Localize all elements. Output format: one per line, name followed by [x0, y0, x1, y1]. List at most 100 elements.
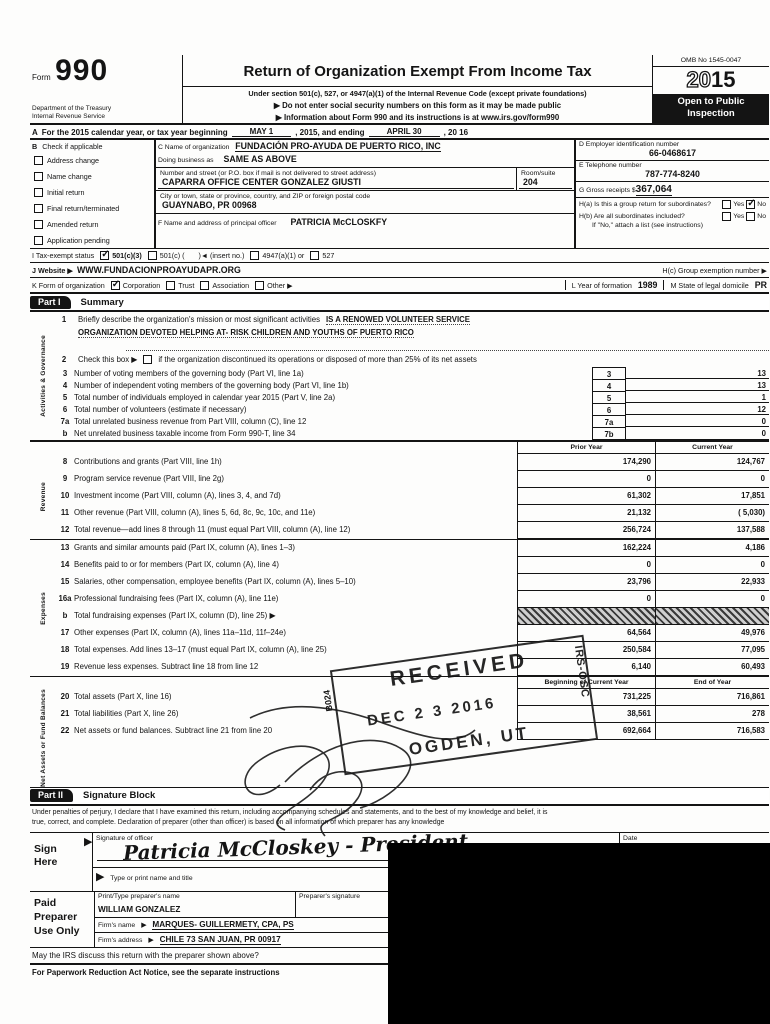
checkbox-icon — [34, 171, 43, 181]
year-of-formation-label: L Year of formation — [571, 280, 632, 290]
prior-year-value: 0 — [517, 471, 655, 488]
summary-count-row: 7a Total unrelated business revenue from… — [56, 415, 769, 427]
begin-end-header: Beginning of Current Year End of Year — [30, 676, 769, 689]
line-value: 13 — [626, 379, 769, 391]
prior-year-value: 61,302 — [517, 488, 655, 505]
tax-exempt-status-row: I Tax-exempt status 501(c)(3) 501(c) ( )… — [30, 249, 769, 263]
principal-officer-label: F Name and address of principal officer — [158, 220, 277, 227]
line-number: 19 — [60, 662, 70, 671]
prior-year-value: 162,224 — [517, 540, 655, 557]
line-label: Total number of volunteers (estimate if … — [74, 405, 247, 414]
applicable-checkbox-row: Application pending — [30, 232, 154, 248]
line-number: 6 — [62, 405, 68, 414]
corporation-checkbox-icon — [110, 279, 120, 290]
no-label: No — [757, 212, 766, 220]
revenue-row: 9 Program service revenue (Part VIII, li… — [56, 471, 769, 488]
line-number: 5 — [62, 393, 68, 402]
part1-tag: Part I — [30, 295, 71, 309]
section-b-check-if-applicable: B Check if applicable Address change Name… — [30, 140, 154, 248]
501c3-label: 501(c)(3) — [112, 251, 142, 260]
line-value: 1 — [626, 391, 769, 403]
preparer-signature-label: Preparer's signature — [299, 892, 360, 900]
form-title: Return of Organization Exempt From Incom… — [243, 63, 592, 80]
revenue-row: 8 Contributions and grants (Part VIII, l… — [56, 454, 769, 471]
line-label: Net assets or fund balances. Subtract li… — [74, 726, 273, 735]
line-number-box: 6 — [592, 403, 626, 415]
website-label: J Website ▶ — [32, 266, 73, 275]
balance-lines: 20 Total assets (Part X, line 16) 731,22… — [56, 689, 769, 787]
expense-row: 14 Benefits paid to or for members (Part… — [56, 557, 769, 574]
current-year-value: 4,186 — [655, 540, 769, 557]
part2-tag: Part II — [30, 789, 74, 803]
checkbox-icon — [34, 219, 43, 229]
ein-value: 66-0468617 — [649, 148, 696, 158]
prior-year-value — [517, 608, 655, 625]
dba-value: SAME AS ABOVE — [223, 154, 297, 164]
instructions-url: ▶ Information about Form 990 and its ins… — [275, 113, 560, 122]
prior-year-value: 0 — [517, 557, 655, 574]
line-number: 8 — [62, 457, 68, 466]
line-number-box: 3 — [592, 367, 626, 379]
signature-line — [97, 859, 615, 861]
checkbox-icon — [34, 235, 43, 245]
prior-year-header: Prior Year — [517, 442, 655, 454]
phone-value: 787-774-8240 — [645, 169, 700, 179]
section-d-ein-phone: D Employer identification number 66-0468… — [576, 140, 769, 248]
trust-checkbox-icon — [166, 280, 176, 290]
line-number: 11 — [60, 508, 70, 517]
checkbox-label: Application pending — [47, 235, 110, 245]
summary-count-row: 3 Number of voting members of the govern… — [56, 367, 769, 379]
checkbox-label: Initial return — [47, 187, 85, 197]
current-year-value: 124,767 — [655, 454, 769, 471]
line-label: Total assets (Part X, line 16) — [74, 692, 172, 701]
line-label: Professional fundraising fees (Part IX, … — [74, 594, 279, 603]
website-value: WWW.FUNDACIONPROAYUDAPR.ORG — [76, 265, 241, 275]
summary-count-row: 5 Total number of individuals employed i… — [56, 391, 769, 403]
phone-label: E Telephone number — [579, 162, 642, 169]
current-year-value: 49,976 — [655, 625, 769, 642]
line2-number: 2 — [61, 355, 67, 364]
line-label: Grants and similar amounts paid (Part IX… — [74, 543, 296, 552]
applicable-checkbox-row: Amended return — [30, 216, 154, 232]
line-number: 17 — [60, 628, 70, 637]
prior-year-value: 256,724 — [517, 522, 655, 539]
tax-exempt-status-label: I Tax-exempt status — [32, 251, 95, 260]
principal-officer-value: PATRICIA McCLOSKFY — [290, 217, 388, 227]
signature-of-officer-label: Signature of officer — [96, 834, 153, 842]
501c3-checkbox-icon — [100, 249, 110, 260]
line2-label-pre: Check this box ▶ — [78, 355, 138, 364]
form-of-org-label: K Form of organization — [32, 280, 105, 290]
gross-receipts-value: 367,064 — [635, 184, 672, 196]
line-label: Total revenue—add lines 8 through 11 (mu… — [74, 525, 351, 534]
mission-text-1: IS A RENOWED VOLUNTEER SERVICE — [326, 315, 470, 325]
mission-blank-line — [126, 338, 769, 351]
line-number: 4 — [62, 381, 68, 390]
part1-title: Summary — [80, 296, 124, 308]
current-year-value: 137,588 — [655, 522, 769, 539]
prior-year-value: 21,132 — [517, 505, 655, 522]
expense-row: 19 Revenue less expenses. Subtract line … — [56, 659, 769, 676]
summary-count-row: 4 Number of independent voting members o… — [56, 379, 769, 391]
checkbox-icon — [34, 187, 43, 197]
end-of-year-value: 278 — [655, 706, 769, 723]
redaction-box — [388, 843, 770, 1024]
line-label: Contributions and grants (Part VIII, lin… — [74, 457, 222, 466]
applicable-checkbox-row: Address change — [30, 152, 154, 168]
hb-label: H(b) Are all subordinates included? — [579, 212, 685, 220]
line-label: Number of voting members of the governin… — [74, 369, 304, 378]
checkbox-label: Name change — [47, 171, 92, 181]
beginning-of-year-header: Beginning of Current Year — [517, 677, 655, 689]
line-number: 18 — [60, 645, 70, 654]
summary-count-row: b Net unrelated business taxable income … — [56, 427, 769, 440]
revenue-lines: 8 Contributions and grants (Part VIII, l… — [56, 454, 769, 539]
line-label: Benefits paid to or for members (Part IX… — [74, 560, 279, 569]
hb-yes-checkbox-icon — [722, 211, 732, 221]
hb-note: If "No," attach a list (see instructions… — [592, 222, 703, 229]
part1-governance-group: Activities & Governance 1 Briefly descri… — [30, 312, 769, 440]
rail-revenue: Revenue — [39, 481, 47, 512]
line-number: 12 — [60, 525, 70, 534]
fiscal-year-end: APRIL 30 — [368, 127, 440, 137]
arrow-icon: ▶ — [141, 921, 147, 929]
revenue-row: 11 Other revenue (Part VIII, column (A),… — [56, 505, 769, 522]
